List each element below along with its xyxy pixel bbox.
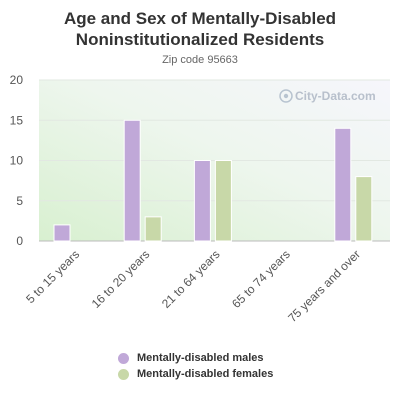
y-axis: 0 5 10 15 20: [10, 73, 24, 248]
y-tick-label: 20: [10, 73, 24, 87]
watermark-icon-dot: [283, 93, 289, 99]
bars: [53, 119, 373, 242]
bar-females: [355, 176, 373, 242]
y-tick-label: 5: [16, 194, 23, 208]
y-tick-label: 10: [10, 154, 24, 168]
watermark: City-Data.com: [279, 89, 376, 103]
x-tick-label: 21 to 64 years: [159, 247, 223, 311]
bar-females: [144, 216, 162, 242]
bar-males: [334, 127, 352, 242]
chart-title: Age and Sex of Mentally-Disabled Noninst…: [0, 8, 400, 50]
watermark-text: City-Data.com: [295, 89, 376, 103]
y-tick-label: 15: [10, 113, 24, 127]
chart-title-line-1: Age and Sex of Mentally-Disabled: [63, 9, 337, 28]
legend-label-females: Mentally-disabled females: [137, 368, 274, 380]
legend-item-males: Mentally-disabled males: [118, 350, 273, 366]
watermark-icon: [279, 89, 293, 103]
bar-males: [53, 224, 71, 242]
bar-females: [214, 160, 232, 242]
legend-swatch-males: [118, 352, 129, 364]
legend-item-females: Mentally-disabled females: [118, 366, 273, 382]
bar-males: [123, 119, 141, 242]
x-axis: 5 to 15 years 16 to 20 years 21 to 64 year…: [23, 247, 363, 325]
x-tick-label: 16 to 20 years: [89, 247, 153, 311]
chart-title-line-2: Noninstitutionalized Residents: [75, 30, 325, 49]
x-tick-label: 75 years and over: [285, 247, 363, 325]
legend-label-males: Mentally-disabled males: [137, 352, 264, 364]
legend-swatch-females: [118, 368, 129, 380]
x-tick-label: 5 to 15 years: [23, 247, 82, 306]
chart-subtitle: Zip code 95663: [162, 54, 238, 66]
x-tick-label: 65 to 74 years: [229, 247, 293, 311]
bar-males: [193, 160, 211, 242]
grid-lines: [39, 79, 390, 242]
y-tick-label: 0: [16, 234, 23, 248]
legend: Mentally-disabled males Mentally-disable…: [118, 350, 273, 382]
